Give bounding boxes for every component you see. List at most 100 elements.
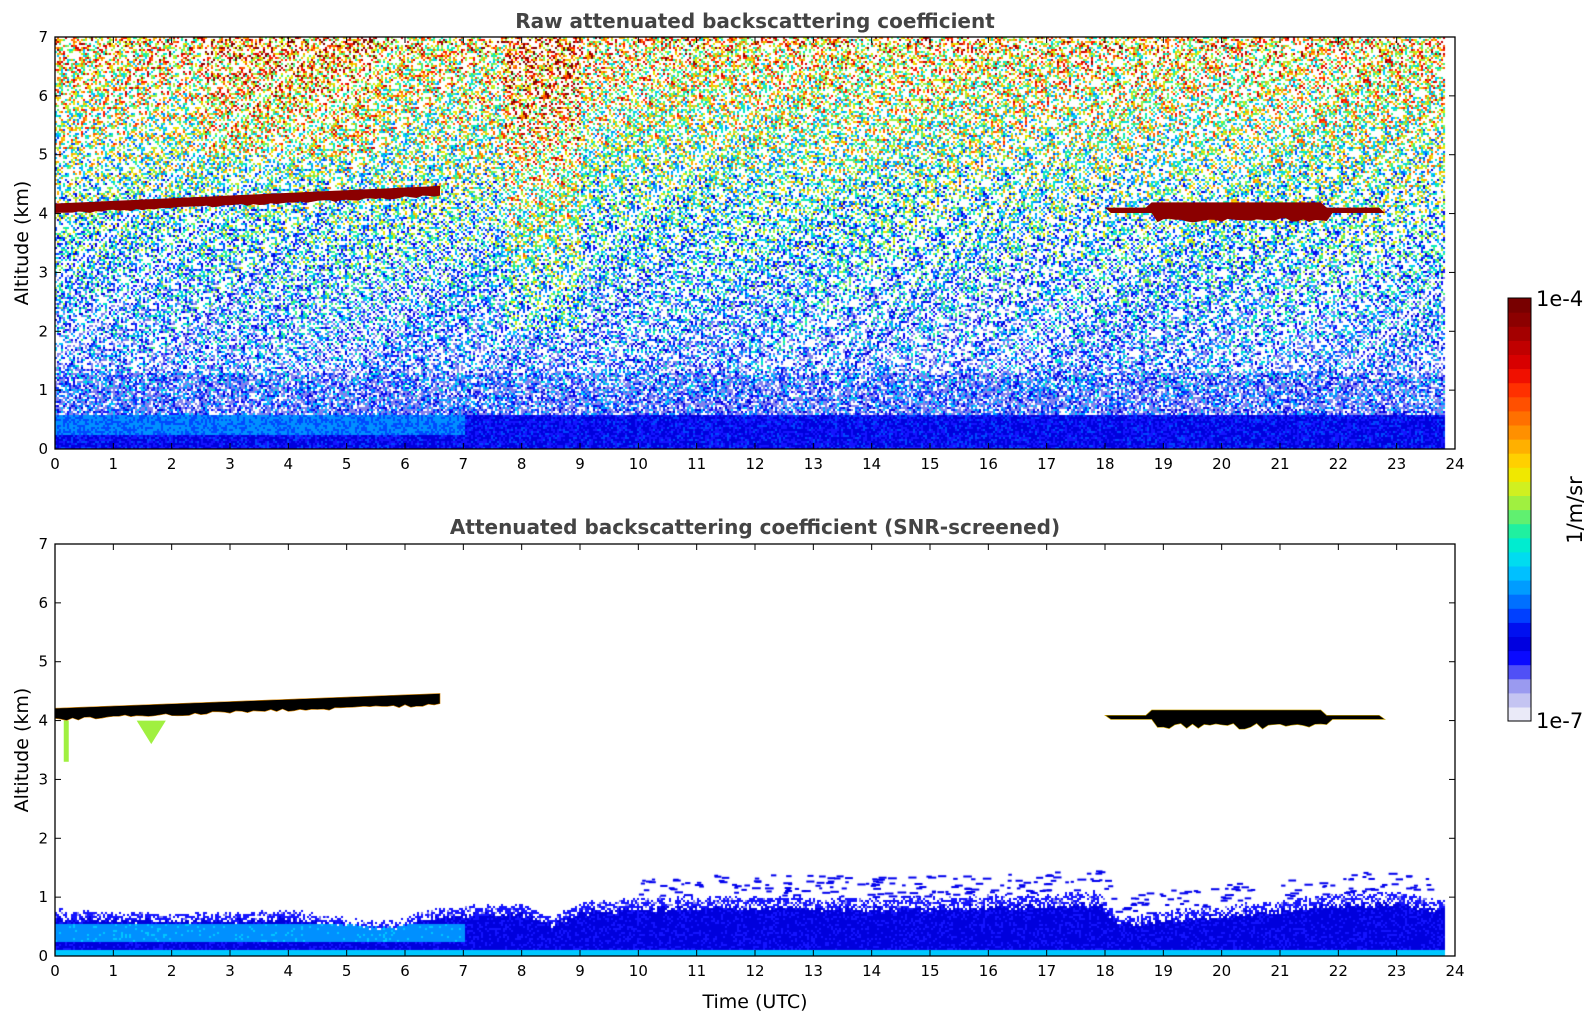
x-tick-label: 19 bbox=[1154, 962, 1173, 980]
panel-raw-y-axis-label: Altitude (km) bbox=[11, 181, 33, 306]
x-tick-label: 4 bbox=[284, 455, 294, 473]
colorbar-step bbox=[1508, 424, 1531, 440]
x-tick-label: 18 bbox=[1095, 455, 1114, 473]
x-tick-label: 0 bbox=[50, 962, 60, 980]
y-tick-label: 6 bbox=[38, 87, 48, 105]
x-tick-label: 9 bbox=[575, 455, 585, 473]
x-tick-label: 6 bbox=[400, 962, 410, 980]
x-tick-label: 16 bbox=[979, 455, 998, 473]
x-tick-label: 5 bbox=[342, 962, 352, 980]
panel-raw-y-ticks: 0 1 2 3 4 5 6 7 bbox=[38, 28, 1455, 458]
colorbar-step bbox=[1508, 467, 1531, 482]
x-tick-label: 1 bbox=[109, 455, 119, 473]
colorbar-step bbox=[1508, 410, 1531, 426]
colorbar-step bbox=[1508, 692, 1531, 708]
x-tick-label: 23 bbox=[1387, 962, 1406, 980]
colorbar-step bbox=[1508, 396, 1531, 412]
x-tick-label: 15 bbox=[920, 455, 939, 473]
y-tick-label: 7 bbox=[38, 535, 48, 553]
x-tick-label: 0 bbox=[50, 455, 60, 473]
colorbar-step bbox=[1508, 509, 1531, 525]
panel-raw-x-ticks: 0 1 2 3 4 5 6 7 8 9 10 11 12 13 14 15 16 17 18 19 20 21 22 23 24 bbox=[50, 37, 1465, 473]
x-tick-label: 24 bbox=[1445, 962, 1464, 980]
panel-screened-y-axis-label: Altitude (km) bbox=[11, 688, 33, 813]
colorbar-step bbox=[1508, 298, 1531, 313]
x-tick-label: 3 bbox=[225, 962, 235, 980]
colorbar-step bbox=[1508, 551, 1531, 567]
raw-noise-raster bbox=[55, 37, 1455, 449]
x-tick-label: 21 bbox=[1270, 962, 1289, 980]
x-tick-label: 8 bbox=[517, 962, 527, 980]
colorbar-step bbox=[1508, 523, 1531, 539]
colorbar-step bbox=[1508, 340, 1531, 355]
panel-screened-heatmap bbox=[55, 544, 1455, 956]
colorbar-step bbox=[1508, 439, 1531, 454]
y-tick-label: 0 bbox=[38, 947, 48, 965]
x-tick-label: 12 bbox=[745, 455, 764, 473]
colorbar-min-label: 1e-7 bbox=[1536, 709, 1583, 733]
colorbar-step bbox=[1508, 354, 1531, 370]
colorbar-frame bbox=[1507, 297, 1532, 722]
screened-virga bbox=[136, 720, 166, 745]
colorbar-step bbox=[1508, 453, 1531, 468]
x-tick-label: 13 bbox=[804, 962, 823, 980]
colorbar-step bbox=[1508, 608, 1531, 623]
x-tick-label: 22 bbox=[1329, 455, 1348, 473]
screened-cloud-late bbox=[1104, 709, 1386, 730]
x-tick-label: 23 bbox=[1387, 455, 1406, 473]
colorbar-step bbox=[1508, 678, 1531, 694]
x-tick-label: 4 bbox=[284, 962, 294, 980]
colorbar-step bbox=[1508, 495, 1531, 511]
x-tick-label: 14 bbox=[862, 962, 881, 980]
x-tick-label: 10 bbox=[629, 455, 648, 473]
x-tick-label: 11 bbox=[687, 455, 706, 473]
x-tick-label: 9 bbox=[575, 962, 585, 980]
raw-cloud-early bbox=[55, 185, 440, 214]
y-tick-label: 7 bbox=[38, 28, 48, 46]
y-tick-label: 2 bbox=[38, 829, 48, 847]
x-tick-label: 20 bbox=[1212, 962, 1231, 980]
y-tick-label: 2 bbox=[38, 322, 48, 340]
x-tick-label: 17 bbox=[1037, 962, 1056, 980]
x-tick-label: 5 bbox=[342, 455, 352, 473]
screened-virga-early bbox=[63, 720, 69, 762]
x-tick-label: 22 bbox=[1329, 962, 1348, 980]
colorbar-steps bbox=[1508, 298, 1531, 722]
y-tick-label: 3 bbox=[38, 770, 48, 788]
colorbar-step bbox=[1508, 312, 1531, 327]
y-tick-label: 1 bbox=[38, 888, 48, 906]
colorbar-step bbox=[1508, 326, 1531, 341]
x-tick-label: 11 bbox=[687, 962, 706, 980]
x-tick-label: 20 bbox=[1212, 455, 1231, 473]
x-tick-label: 1 bbox=[109, 962, 119, 980]
colorbar-step bbox=[1508, 580, 1531, 595]
x-tick-label: 2 bbox=[167, 455, 177, 473]
x-tick-label: 10 bbox=[629, 962, 648, 980]
colorbar-step bbox=[1508, 537, 1531, 553]
y-tick-label: 6 bbox=[38, 594, 48, 612]
x-tick-label: 2 bbox=[167, 962, 177, 980]
x-tick-label: 7 bbox=[459, 962, 469, 980]
colorbar-step bbox=[1508, 594, 1531, 609]
colorbar-step bbox=[1508, 636, 1531, 652]
x-tick-label: 15 bbox=[920, 962, 939, 980]
colorbar-step bbox=[1508, 650, 1531, 666]
colorbar-step bbox=[1508, 382, 1531, 398]
x-tick-label: 18 bbox=[1095, 962, 1114, 980]
x-tick-label: 16 bbox=[979, 962, 998, 980]
y-tick-label: 0 bbox=[38, 440, 48, 458]
x-tick-label: 14 bbox=[862, 455, 881, 473]
x-tick-label: 8 bbox=[517, 455, 527, 473]
colorbar-step bbox=[1508, 706, 1531, 722]
panel-raw-heatmap bbox=[55, 37, 1455, 449]
panel-raw: Raw attenuated backscattering coefficien… bbox=[11, 9, 1465, 473]
y-tick-label: 5 bbox=[38, 653, 48, 671]
x-tick-label: 6 bbox=[400, 455, 410, 473]
y-tick-label: 3 bbox=[38, 263, 48, 281]
colorbar-step bbox=[1508, 565, 1531, 581]
colorbar-step bbox=[1508, 481, 1531, 496]
colorbar-step bbox=[1508, 622, 1531, 637]
x-tick-label: 7 bbox=[459, 455, 469, 473]
panel-screened-x-axis-label: Time (UTC) bbox=[701, 991, 807, 1013]
